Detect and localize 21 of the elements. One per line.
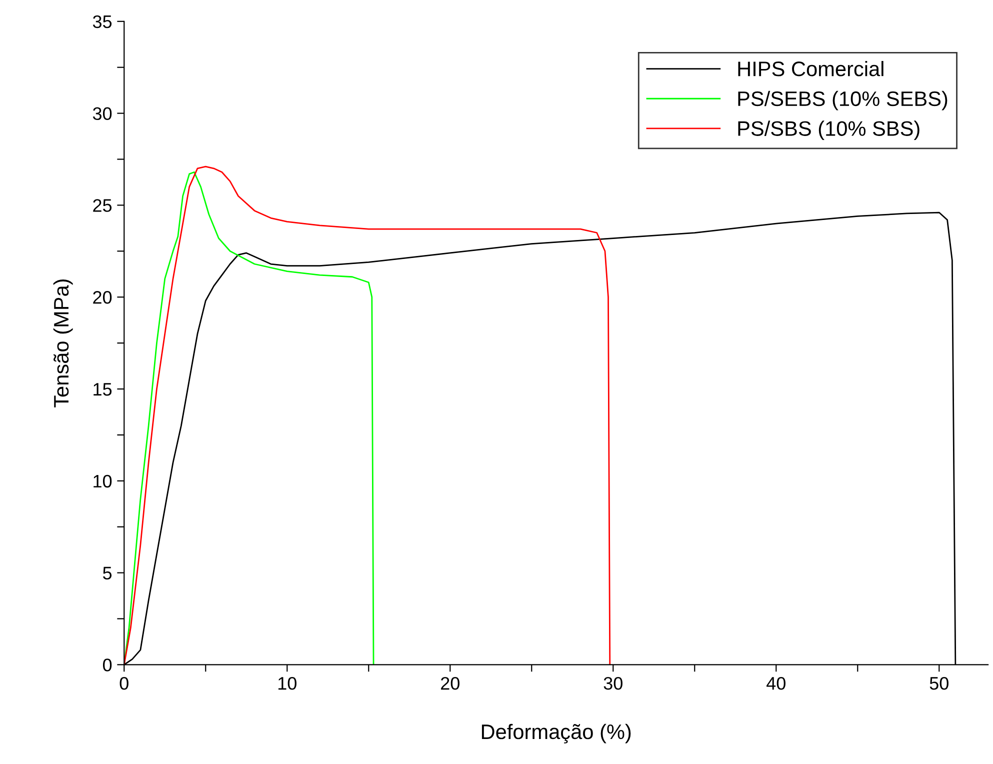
x-tick-label: 40 bbox=[766, 676, 786, 690]
y-axis-title: Tensão (MPa) bbox=[53, 279, 73, 408]
y-tick-label: 10 bbox=[94, 474, 112, 488]
line-series bbox=[124, 166, 611, 665]
legend-label: PS/SEBS (10% SEBS) bbox=[738, 90, 948, 110]
y-tick-label: 15 bbox=[94, 383, 112, 396]
x-axis-title: Deformação (%) bbox=[482, 724, 631, 744]
y-tick-label: 35 bbox=[92, 15, 112, 28]
x-tick-label: 50 bbox=[930, 676, 948, 690]
y-tick-label: 5 bbox=[103, 566, 112, 580]
x-tick-label: 30 bbox=[604, 676, 622, 690]
line-series bbox=[124, 171, 374, 665]
x-tick-label: 0 bbox=[120, 676, 128, 690]
legend-label: PS/SBS (10% SBS) bbox=[738, 120, 920, 140]
x-tick-label: 20 bbox=[440, 676, 460, 690]
legend-label: HIPS Comercial bbox=[738, 60, 884, 76]
x-tick-label: 10 bbox=[278, 676, 296, 690]
y-tick-label: 20 bbox=[93, 291, 112, 304]
y-tick-label: 25 bbox=[93, 199, 112, 212]
y-tick-label: 0 bbox=[102, 658, 112, 672]
y-tick-label: 30 bbox=[92, 107, 112, 120]
